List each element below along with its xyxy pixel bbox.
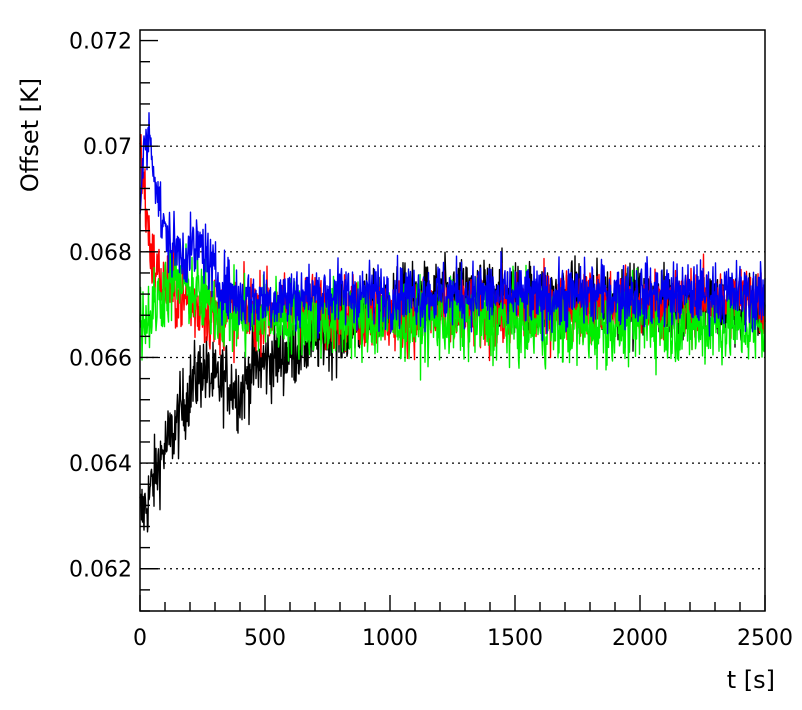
- horizontal-gridlines: [140, 145, 765, 570]
- y-tick-label: 0.068: [69, 241, 132, 266]
- axis-ticks: [139, 39, 766, 612]
- series-line-4: [139, 112, 766, 342]
- x-axis-title: t [s]: [727, 666, 775, 694]
- y-tick-label: 0.066: [69, 346, 132, 371]
- x-tick-label: 0: [133, 626, 147, 651]
- y-tick-label: 0.072: [69, 30, 132, 55]
- y-tick-label: 0.062: [69, 558, 132, 583]
- tick-labels: 0 500 1000 1500 2000 2500 0.062 0.064 0.066 0.068…: [69, 30, 793, 651]
- x-tick-label: 1500: [487, 626, 543, 651]
- x-tick-label: 1000: [362, 626, 418, 651]
- x-tick-label: 2000: [612, 626, 668, 651]
- y-axis-title: Offset [K]: [16, 78, 44, 192]
- plot-frame: [139, 29, 766, 612]
- x-tick-label: 2500: [737, 626, 793, 651]
- series-lines: [139, 112, 766, 533]
- y-tick-label: 0.064: [69, 452, 132, 477]
- y-tick-label: 0.07: [83, 135, 132, 160]
- x-tick-label: 500: [244, 626, 286, 651]
- plot-border: [139, 29, 766, 612]
